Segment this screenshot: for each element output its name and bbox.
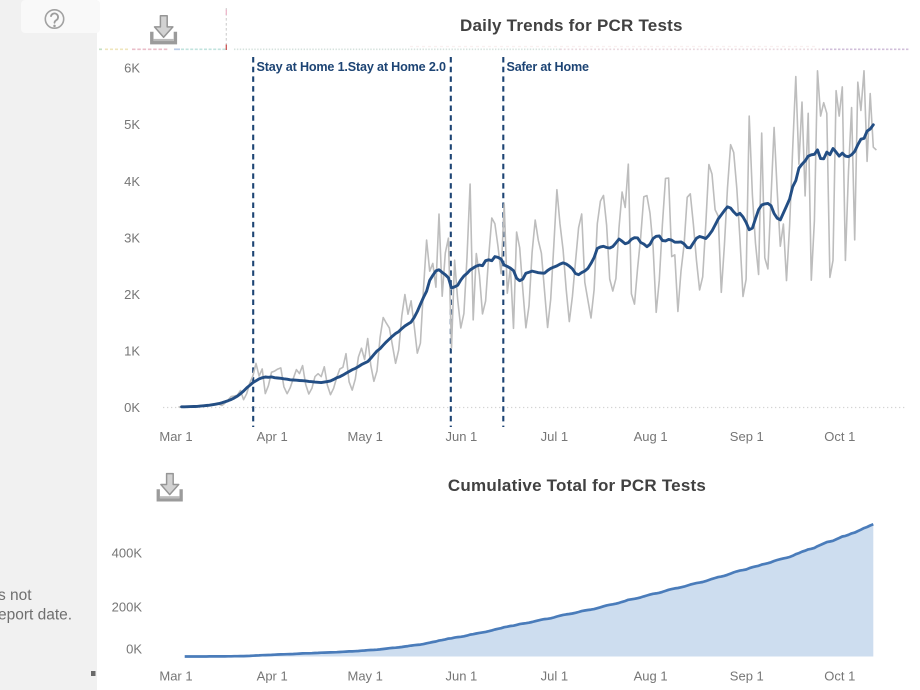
svg-text:Oct 1: Oct 1: [824, 429, 855, 444]
svg-text:s not: s not: [0, 587, 32, 604]
svg-text:Safer at Home: Safer at Home: [507, 60, 590, 74]
svg-text:Aug 1: Aug 1: [634, 669, 668, 684]
svg-text:2K: 2K: [124, 287, 140, 302]
svg-text:Jun 1: Jun 1: [445, 429, 477, 444]
svg-text:4K: 4K: [124, 174, 140, 189]
svg-text:5K: 5K: [124, 117, 140, 132]
svg-text:Jul 1: Jul 1: [541, 669, 568, 684]
svg-text:Jun 1: Jun 1: [445, 669, 477, 684]
svg-text:200K: 200K: [112, 600, 143, 615]
svg-text:Mar 1: Mar 1: [159, 429, 192, 444]
svg-text:6K: 6K: [124, 61, 140, 76]
svg-text:Aug 1: Aug 1: [634, 429, 668, 444]
svg-text:Sep 1: Sep 1: [730, 669, 764, 684]
svg-text:0K: 0K: [126, 642, 142, 657]
svg-text:eport date.: eport date.: [0, 607, 72, 624]
svg-text:Stay at Home 1.Stay at Home 2.: Stay at Home 1.Stay at Home 2.0: [257, 60, 447, 74]
svg-text:0K: 0K: [124, 400, 140, 415]
svg-text:Mar 1: Mar 1: [159, 669, 192, 684]
svg-text:3K: 3K: [124, 230, 140, 245]
svg-text:Oct 1: Oct 1: [824, 669, 855, 684]
svg-text:May 1: May 1: [347, 669, 382, 684]
svg-text:May 1: May 1: [347, 429, 382, 444]
svg-text:Jul 1: Jul 1: [541, 429, 568, 444]
svg-text:Sep 1: Sep 1: [730, 429, 764, 444]
svg-text:1K: 1K: [124, 344, 140, 359]
svg-text:Apr 1: Apr 1: [257, 429, 288, 444]
svg-text:Apr 1: Apr 1: [257, 669, 288, 684]
svg-text:400K: 400K: [112, 546, 143, 561]
